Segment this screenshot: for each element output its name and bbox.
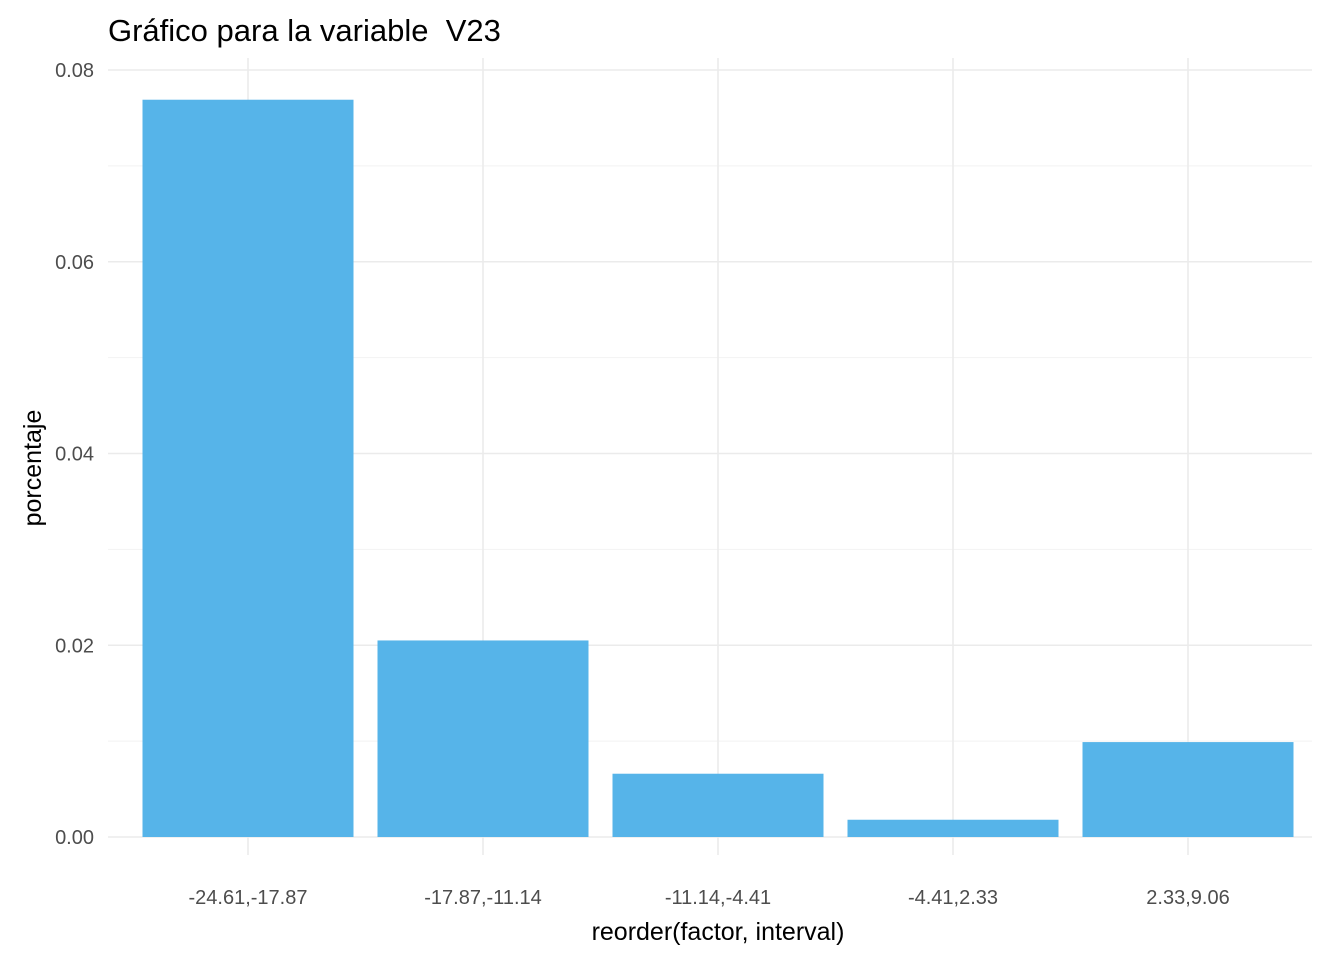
y-tick-label: 0.04 — [55, 444, 94, 466]
y-tick-label: 0.02 — [55, 635, 94, 657]
x-tick-label: -11.14,-4.41 — [665, 887, 771, 909]
chart-title: Gráfico para la variable V23 — [108, 13, 501, 48]
bars — [142, 99, 1294, 837]
x-tick-label: -24.61,-17.87 — [189, 887, 308, 909]
y-axis-label: porcentaje — [19, 410, 47, 527]
bar — [612, 773, 824, 837]
bar — [1082, 742, 1294, 837]
bar — [377, 640, 589, 837]
x-tick-label: -4.41,2.33 — [908, 887, 998, 909]
bar — [142, 99, 354, 837]
y-tick-label: 0.08 — [55, 60, 94, 82]
y-tick-label: 0.00 — [55, 827, 94, 849]
y-axis-ticks: 0.00 0.02 0.04 0.06 0.08 — [55, 60, 94, 849]
x-tick-label: 2.33,9.06 — [1146, 887, 1229, 909]
bar — [847, 819, 1059, 837]
x-axis-ticks: -24.61,-17.87 -17.87,-11.14 -11.14,-4.41 -4… — [189, 887, 1230, 909]
x-axis-label: reorder(factor, interval) — [592, 918, 845, 946]
x-tick-label: -17.87,-11.14 — [424, 887, 542, 909]
y-tick-label: 0.06 — [55, 252, 94, 274]
